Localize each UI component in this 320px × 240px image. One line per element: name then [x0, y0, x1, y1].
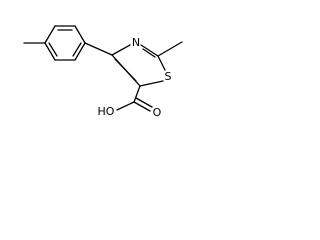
bond: [44, 25, 56, 44]
bond: [74, 25, 86, 44]
bond: [114, 58, 137, 82]
bonds: [23, 25, 183, 112]
atom-label: O: [153, 106, 162, 119]
bond: [139, 80, 164, 87]
molecule-diagram: N S HO O: [23, 25, 183, 119]
bond: [84, 42, 113, 56]
bond: [44, 42, 56, 61]
atom-label: N: [132, 36, 140, 49]
bond: [133, 85, 141, 103]
atom-label: S: [165, 70, 172, 83]
atom-label: HO: [98, 105, 115, 118]
bond: [140, 44, 159, 57]
bond: [74, 42, 86, 61]
bond: [116, 101, 135, 111]
bond: [72, 42, 82, 57]
bond: [157, 55, 166, 71]
bond: [111, 44, 131, 56]
bond: [157, 41, 183, 57]
bond: [48, 42, 58, 57]
bond: [133, 101, 151, 112]
bond: [142, 48, 156, 58]
bond: [135, 97, 153, 108]
